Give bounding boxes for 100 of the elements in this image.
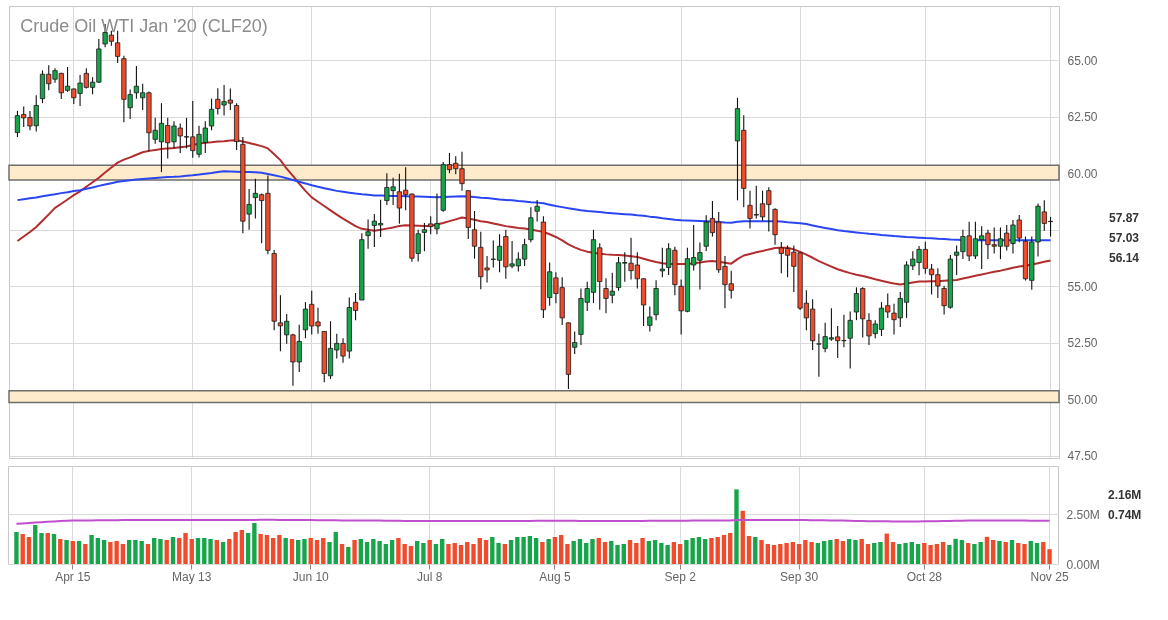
bar [796, 544, 802, 564]
bar [277, 535, 282, 564]
bar [984, 536, 990, 564]
y-tick-label: 60.00 [1067, 166, 1098, 181]
bar [677, 544, 683, 564]
bar [433, 544, 439, 564]
x-tick-label: Oct 28 [906, 569, 943, 584]
bar [51, 534, 57, 564]
candlestick [208, 98, 215, 131]
bar [884, 533, 889, 564]
x-tick-label: Jun 10 [292, 569, 330, 584]
bar [296, 540, 301, 564]
bar [76, 541, 82, 564]
bar [189, 539, 194, 564]
x-tick-label: Sep 30 [780, 569, 819, 584]
bar [220, 542, 226, 564]
bar [214, 540, 219, 564]
bar [346, 547, 351, 564]
bar [940, 542, 946, 564]
bar [352, 540, 357, 564]
bar [746, 536, 752, 564]
bar [696, 537, 702, 564]
x-tick-label: Sep 2 [664, 569, 697, 584]
bar [709, 538, 714, 564]
bar [120, 544, 126, 564]
bar [627, 540, 633, 564]
bar [734, 489, 739, 564]
bar [1041, 542, 1046, 564]
bar [552, 537, 558, 564]
bar [765, 544, 770, 564]
bar [452, 543, 457, 564]
x-tick-label: May 13 [172, 569, 212, 584]
text: 57.87 [1109, 211, 1140, 226]
bar [33, 525, 38, 564]
bar [383, 544, 389, 564]
bar [471, 544, 476, 564]
bar [145, 544, 151, 564]
bar [58, 539, 63, 564]
bar [364, 542, 370, 564]
bar [314, 540, 320, 564]
bar [164, 540, 169, 564]
bar [859, 539, 864, 564]
bar [728, 533, 733, 564]
bar [584, 543, 589, 564]
bar [508, 540, 514, 564]
y-tick-label: 55.00 [1067, 279, 1098, 294]
bar [759, 540, 764, 564]
bar [89, 535, 94, 564]
bar [903, 543, 908, 564]
bar [602, 542, 608, 564]
bar [101, 540, 107, 564]
y-tick-label: 52.50 [1067, 336, 1098, 351]
bar [847, 539, 852, 564]
bar [245, 533, 251, 564]
bar [14, 532, 19, 564]
bar [571, 541, 576, 564]
bar [252, 523, 257, 564]
bar [540, 542, 545, 564]
y-tick-label: 0.00M [1066, 557, 1100, 572]
bar [590, 539, 595, 564]
bar [283, 538, 288, 564]
bar [834, 539, 839, 564]
bar [289, 539, 295, 564]
bar [915, 544, 921, 564]
bar [358, 539, 364, 564]
bar [527, 536, 533, 564]
y-tick-label: 65.00 [1067, 53, 1098, 68]
bar [702, 539, 708, 564]
bar [327, 542, 332, 564]
bar [421, 543, 426, 564]
bar [414, 541, 420, 564]
bar [959, 540, 965, 564]
bar [339, 544, 345, 564]
bar [991, 540, 996, 564]
bar [909, 542, 914, 564]
candlestick [365, 219, 371, 250]
bar [815, 543, 821, 564]
y-tick-label: 62.50 [1067, 110, 1098, 125]
bar [853, 540, 858, 564]
text: Crude Oil WTI Jan '20 (CLF20) [20, 16, 268, 36]
x-tick-label: Nov 25 [1030, 569, 1069, 584]
text: 56.14 [1109, 251, 1140, 266]
bar [1047, 549, 1052, 564]
bar [208, 539, 213, 564]
bar [64, 540, 69, 564]
bar [533, 538, 539, 564]
candlestick [421, 222, 428, 252]
text: 57.03 [1109, 231, 1140, 246]
bar [195, 538, 201, 564]
bar [753, 537, 758, 564]
bar [458, 545, 464, 564]
bar [1034, 543, 1040, 564]
bar [270, 538, 276, 564]
bar [821, 541, 827, 564]
bar [609, 541, 614, 564]
bar [1003, 542, 1008, 564]
text: 2.16M [1108, 488, 1142, 503]
bar [26, 537, 32, 564]
candlestick [115, 30, 121, 64]
candlestick [847, 311, 853, 370]
